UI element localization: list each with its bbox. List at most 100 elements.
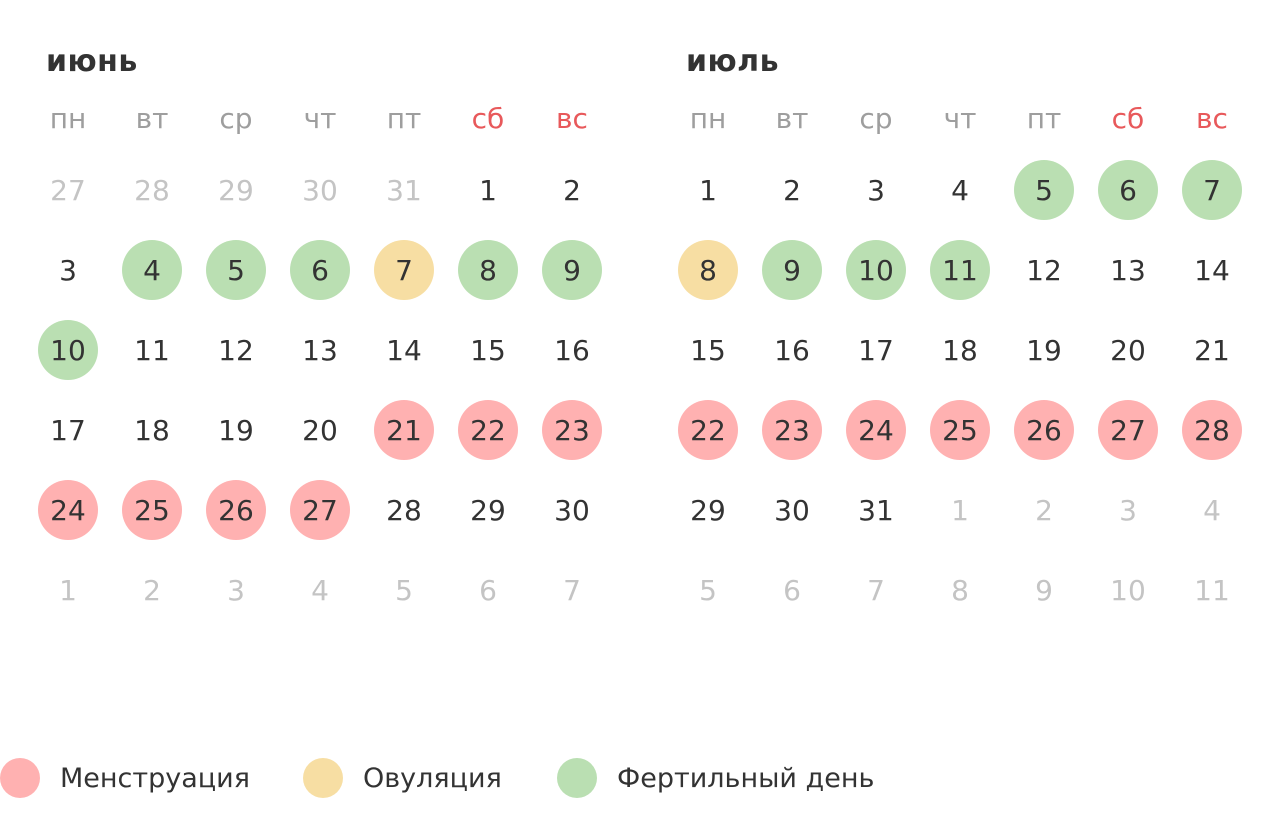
calendar-day-fertile[interactable]: 8	[458, 240, 518, 300]
calendar-day[interactable]: 17	[858, 333, 894, 367]
legend-dot-menstruation	[0, 758, 40, 798]
calendar-day-fertile[interactable]: 6	[290, 240, 350, 300]
calendar-month-july: июль пн вт ср чт пт сб вс 1 2 3 4 5 6 7 8 9 10 11 1…	[666, 0, 1270, 640]
weekday-label: ср	[219, 102, 253, 135]
calendar-day-outside-month: 5	[699, 573, 717, 607]
calendar-day-ovulation[interactable]: 8	[678, 240, 738, 300]
calendar-day-fertile[interactable]: 11	[930, 240, 990, 300]
calendar-day[interactable]: 15	[470, 333, 506, 367]
calendar-day-menstruation[interactable]: 26	[206, 480, 266, 540]
calendar-day-outside-month: 28	[134, 173, 170, 207]
calendar-day[interactable]: 29	[470, 493, 506, 527]
calendar-day[interactable]: 13	[1110, 253, 1146, 287]
calendar-day[interactable]: 1	[479, 173, 497, 207]
calendar-day[interactable]: 19	[1026, 333, 1062, 367]
calendar-day-fertile[interactable]: 9	[762, 240, 822, 300]
calendar-day-ovulation[interactable]: 7	[374, 240, 434, 300]
weekday-label: пт	[1026, 102, 1062, 135]
calendar-day-menstruation[interactable]: 27	[290, 480, 350, 540]
calendar-day-menstruation[interactable]: 24	[846, 400, 906, 460]
calendar-day[interactable]: 30	[774, 493, 810, 527]
calendar-day[interactable]: 1	[699, 173, 717, 207]
calendar-day[interactable]: 14	[1194, 253, 1230, 287]
calendar-day-menstruation[interactable]: 21	[374, 400, 434, 460]
calendar-day-menstruation[interactable]: 28	[1182, 400, 1242, 460]
calendar-day-outside-month: 27	[50, 173, 86, 207]
calendar-day-menstruation[interactable]: 26	[1014, 400, 1074, 460]
month-title: июнь	[46, 44, 138, 79]
calendar-day-outside-month: 1	[59, 573, 77, 607]
calendar-day-fertile[interactable]: 10	[38, 320, 98, 380]
weekday-label: вт	[135, 102, 169, 135]
calendar-day[interactable]: 29	[690, 493, 726, 527]
calendar-day[interactable]: 12	[1026, 253, 1062, 287]
calendar-day[interactable]: 13	[302, 333, 338, 367]
calendar-day[interactable]: 20	[1110, 333, 1146, 367]
calendar-day[interactable]: 20	[302, 413, 338, 447]
calendar-day-menstruation[interactable]: 22	[458, 400, 518, 460]
weekday-label: пт	[386, 102, 422, 135]
calendar-day-outside-month: 3	[1119, 493, 1137, 527]
weekday-label: чт	[943, 102, 977, 135]
calendar-day[interactable]: 16	[774, 333, 810, 367]
calendar-day[interactable]: 15	[690, 333, 726, 367]
calendar-day-menstruation[interactable]: 25	[122, 480, 182, 540]
legend-item-fertile: Фертильный день	[557, 758, 874, 798]
calendar-day-fertile[interactable]: 9	[542, 240, 602, 300]
legend-dot-fertile	[557, 758, 597, 798]
weekday-label-weekend: сб	[1111, 102, 1145, 135]
calendar-day-fertile[interactable]: 4	[122, 240, 182, 300]
calendar-day-menstruation[interactable]: 23	[762, 400, 822, 460]
calendar-day-fertile[interactable]: 7	[1182, 160, 1242, 220]
calendar-day[interactable]: 12	[218, 333, 254, 367]
calendar-day-outside-month: 3	[227, 573, 245, 607]
calendar-day-outside-month: 31	[386, 173, 422, 207]
weekday-header-row: пн вт ср чт пт сб вс	[666, 102, 1254, 142]
calendar-day-fertile[interactable]: 5	[1014, 160, 1074, 220]
legend: Менструация Овуляция Фертильный день	[0, 758, 1280, 798]
calendar-day-outside-month: 10	[1110, 573, 1146, 607]
calendar-day[interactable]: 2	[563, 173, 581, 207]
calendar-day-outside-month: 29	[218, 173, 254, 207]
calendar-day-outside-month: 4	[311, 573, 329, 607]
calendar-day-outside-month: 1	[951, 493, 969, 527]
calendar-day-menstruation[interactable]: 27	[1098, 400, 1158, 460]
calendar-day[interactable]: 30	[554, 493, 590, 527]
calendar-day[interactable]: 11	[134, 333, 170, 367]
calendar-day[interactable]: 28	[386, 493, 422, 527]
month-title: июль	[686, 44, 780, 79]
calendar-day[interactable]: 18	[942, 333, 978, 367]
calendar-day[interactable]: 19	[218, 413, 254, 447]
calendar-day-menstruation[interactable]: 23	[542, 400, 602, 460]
calendar-day[interactable]: 16	[554, 333, 590, 367]
calendar-day-outside-month: 2	[143, 573, 161, 607]
calendar-day-outside-month: 7	[867, 573, 885, 607]
calendar-day-outside-month: 2	[1035, 493, 1053, 527]
calendar-day-menstruation[interactable]: 22	[678, 400, 738, 460]
calendar-day[interactable]: 21	[1194, 333, 1230, 367]
calendar-day-outside-month: 11	[1194, 573, 1230, 607]
calendar-day-menstruation[interactable]: 25	[930, 400, 990, 460]
calendar-day[interactable]: 31	[858, 493, 894, 527]
weekday-label: ср	[859, 102, 893, 135]
calendar-day-outside-month: 6	[783, 573, 801, 607]
weekday-label: пн	[49, 102, 87, 135]
calendar-day-menstruation[interactable]: 24	[38, 480, 98, 540]
calendar-day-outside-month: 4	[1203, 493, 1221, 527]
calendar-day[interactable]: 3	[59, 253, 77, 287]
calendar-day[interactable]: 17	[50, 413, 86, 447]
calendar-day[interactable]: 2	[783, 173, 801, 207]
calendar-day[interactable]: 4	[951, 173, 969, 207]
weekday-label: чт	[303, 102, 337, 135]
calendar-day[interactable]: 3	[867, 173, 885, 207]
weekday-label: пн	[689, 102, 727, 135]
calendar-day[interactable]: 18	[134, 413, 170, 447]
calendar-day-fertile[interactable]: 5	[206, 240, 266, 300]
legend-label: Менструация	[60, 762, 250, 794]
calendar-day-outside-month: 9	[1035, 573, 1053, 607]
legend-item-menstruation: Менструация	[0, 758, 250, 798]
legend-dot-ovulation	[303, 758, 343, 798]
calendar-day-fertile[interactable]: 10	[846, 240, 906, 300]
calendar-day-fertile[interactable]: 6	[1098, 160, 1158, 220]
calendar-day[interactable]: 14	[386, 333, 422, 367]
